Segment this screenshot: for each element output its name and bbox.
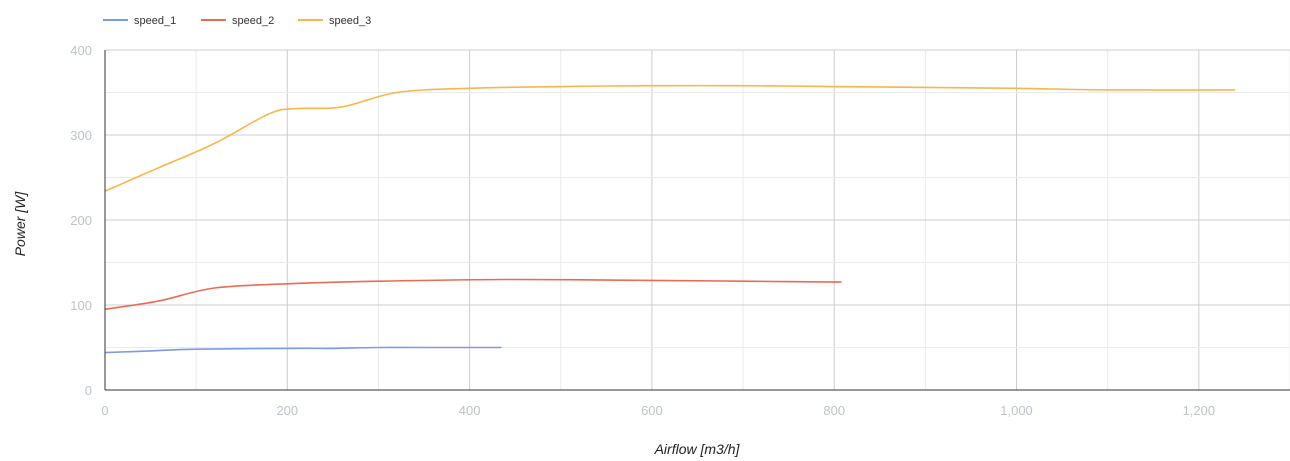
legend-label: speed_2 — [232, 15, 274, 27]
series-line-speed-3 — [104, 84, 1236, 192]
y-tick-label: 300 — [70, 128, 92, 143]
x-tick-label: 400 — [459, 403, 481, 418]
legend-item-speed-1[interactable]: speed_1 — [103, 15, 176, 27]
legend-item-speed-3[interactable]: speed_3 — [298, 15, 371, 27]
y-tick-label: 200 — [70, 213, 92, 228]
legend-label: speed_3 — [329, 15, 371, 27]
y-tick-label: 400 — [70, 43, 92, 58]
legend[interactable]: speed_1 speed_2 speed_3 — [103, 15, 371, 27]
x-tick-label: 800 — [823, 403, 845, 418]
x-tick-label: 1,000 — [1000, 403, 1033, 418]
x-tick-label: 200 — [276, 403, 298, 418]
x-axis-title: Airflow [m3/h] — [654, 441, 741, 457]
legend-item-speed-2[interactable]: speed_2 — [201, 15, 274, 27]
y-tick-label: 0 — [85, 383, 92, 398]
legend-label: speed_1 — [134, 15, 176, 27]
tick-labels: 0 200 400 600 800 1,000 1,200 0 100 200 300 400 — [70, 43, 1215, 418]
axes — [104, 50, 1290, 391]
x-tick-label: 1,200 — [1183, 403, 1216, 418]
x-tick-label: 600 — [641, 403, 663, 418]
series-line-speed-1 — [104, 346, 502, 354]
series-line-speed-2 — [104, 278, 842, 311]
series-lines — [104, 84, 1236, 354]
x-tick-label: 0 — [101, 403, 108, 418]
y-tick-label: 100 — [70, 298, 92, 313]
y-axis-title: Power [W] — [12, 191, 28, 257]
grid — [105, 49, 1290, 390]
